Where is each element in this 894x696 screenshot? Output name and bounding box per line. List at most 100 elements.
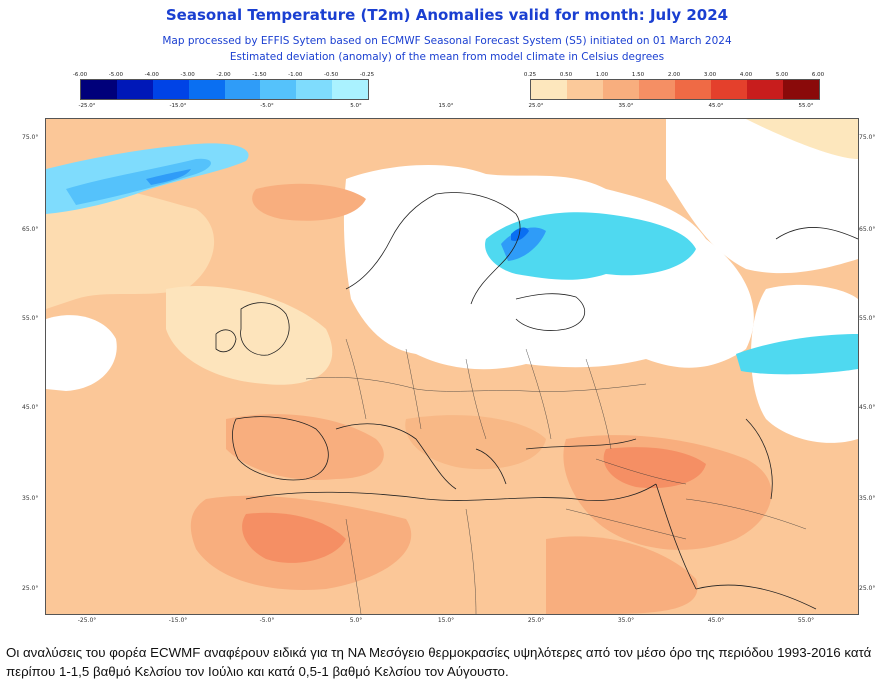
lat-right-tick: 45.0° (859, 404, 876, 411)
map-figure: Seasonal Temperature (T2m) Anomalies val… (22, 6, 876, 624)
lat-right-tick: 25.0° (859, 585, 876, 592)
colorbar-warm-label: 1.00 (595, 72, 609, 78)
lat-right-tick: 65.0° (859, 226, 876, 233)
colorbar-warm-label: 1.50 (631, 72, 645, 78)
coastline-arabia (695, 584, 817, 610)
lon-top-tick: 35.0° (618, 103, 634, 109)
anomaly-zone-pale-atlantic (46, 186, 215, 309)
coastline-ireland (215, 329, 237, 353)
colorbar-cold-label: -2.00 (216, 72, 231, 78)
anomaly-zone-warm-arabia (546, 536, 698, 614)
colorbar-cold-label: -0.25 (359, 72, 375, 78)
colorbar-warm-swatch (639, 80, 675, 99)
anomaly-zone-neutral-west (46, 315, 117, 391)
lon-top-tick: 15.0° (438, 103, 454, 109)
lat-right-tick: 55.0° (859, 315, 876, 322)
lat-right-tick: 75.0° (859, 134, 876, 141)
lon-bottom-tick: 55.0° (797, 617, 815, 624)
coastline-black-sea (525, 438, 637, 450)
lon-bottom-tick: 45.0° (707, 617, 725, 624)
colorbar-cold-swatch (224, 80, 261, 99)
lat-left-tick: 35.0° (22, 495, 39, 502)
border-line-france-germany (345, 338, 367, 420)
coastline-arctic-east (775, 227, 858, 240)
colorbar-warm (530, 79, 820, 100)
lon-top-tick: 55.0° (798, 103, 814, 109)
colorbar-warm-label: 5.00 (775, 72, 789, 78)
lon-bottom-tick: -25.0° (77, 617, 97, 624)
border-line-germany-poland (405, 348, 422, 430)
colorbar-cold-swatch (116, 80, 153, 99)
coastline-british-isles (240, 302, 290, 356)
anomaly-zone-cooler-greenland (66, 158, 211, 205)
country-borders (305, 338, 807, 614)
coastline-greece (475, 448, 507, 485)
lon-top-tick: 25.0° (528, 103, 544, 109)
border-line-ukraine-russia (525, 348, 552, 440)
lon-top-tick: 5.0° (350, 103, 362, 109)
caption-text: Οι αναλύσεις του φορέα ECWMF αναφέρουν ε… (6, 645, 872, 679)
colorbar-warm-label: 6.00 (811, 72, 825, 78)
anomaly-zone-neutral-northeast (666, 119, 858, 274)
colorbar-cold-swatch (260, 80, 297, 99)
anomaly-zone-coldest-greenland (146, 169, 191, 185)
colorbar-warm-label: 0.25 (523, 72, 537, 78)
colorbar-cold-label: -6.00 (72, 72, 88, 78)
colorbar-warm-swatch (783, 80, 819, 99)
colorbar-warm-label: 4.00 (739, 72, 753, 78)
colorbar-cold-swatch (188, 80, 225, 99)
colorbar-cold-label: -0.50 (324, 72, 339, 78)
colorbar-warm-swatch (711, 80, 747, 99)
map-subtitle-source: Map processed by EFFIS Sytem based on EC… (162, 35, 732, 47)
colorbar-cold-swatch (152, 80, 189, 99)
colorbar-cold-label: -5.00 (108, 72, 123, 78)
border-line-central-europe (305, 377, 647, 392)
coastline-red-sea (655, 483, 697, 590)
lat-right-tick: 35.0° (859, 495, 876, 502)
anomaly-zone-cold-east (736, 334, 858, 375)
lon-bottom-tick: -5.0° (259, 617, 275, 624)
lat-left-tick: 25.0° (22, 585, 39, 592)
anomaly-zone-pale-west (166, 285, 333, 385)
colorbar-cold-swatch (296, 80, 333, 99)
lon-top-tick: -5.0° (260, 103, 274, 109)
coastline-caspian (745, 418, 773, 500)
colorbar-cold-label: -4.00 (144, 72, 159, 78)
lon-bottom-tick: 5.0° (349, 617, 363, 624)
colorbar-warm-swatch (567, 80, 603, 99)
anomaly-zone-coldest-scandinavia (511, 227, 529, 241)
lon-top-tick: -15.0° (169, 103, 187, 109)
coastline-north-africa (245, 483, 657, 502)
colorbar-cold (80, 79, 369, 100)
border-line-poland-ukraine (465, 358, 487, 440)
anomaly-zone-warm-balkans (405, 415, 546, 470)
colorbar-warm-swatch (531, 80, 567, 99)
lat-left-tick: 65.0° (22, 226, 39, 233)
colorbar-cold-label: -1.00 (288, 72, 303, 78)
colorbar-warm-label: 0.50 (559, 72, 573, 78)
lon-bottom-tick: -15.0° (168, 617, 188, 624)
colorbar-warm-swatch (603, 80, 639, 99)
anomaly-map (45, 118, 859, 615)
border-line-libya-egypt (465, 508, 477, 614)
coastline-baltic (515, 293, 586, 331)
colorbar-cold-swatch (81, 80, 117, 99)
map-title: Seasonal Temperature (T2m) Anomalies val… (165, 6, 729, 24)
coastline-iberia (232, 416, 329, 481)
lat-left-tick: 55.0° (22, 315, 39, 322)
coastlines (215, 192, 858, 610)
colorbar-cold-label: -3.00 (180, 72, 195, 78)
anomaly-map-canvas (46, 119, 858, 614)
lon-bottom-tick: 15.0° (437, 617, 455, 624)
colorbar-warm-swatch (675, 80, 711, 99)
lon-top-tick: 45.0° (708, 103, 724, 109)
anomaly-zone-pale-arctic (746, 119, 858, 159)
map-subtitle-units: Estimated deviation (anomaly) of the mea… (229, 51, 665, 63)
lat-left-tick: 45.0° (22, 404, 39, 411)
anomaly-zone-warm-iberia (226, 414, 384, 480)
border-line-turkey-syria (595, 458, 687, 485)
anomaly-zone-warmer-north-africa (242, 512, 346, 563)
colorbar-warm-swatch (747, 80, 783, 99)
lon-bottom-tick: 35.0° (617, 617, 635, 624)
colorbar-warm-label: 2.00 (667, 72, 681, 78)
